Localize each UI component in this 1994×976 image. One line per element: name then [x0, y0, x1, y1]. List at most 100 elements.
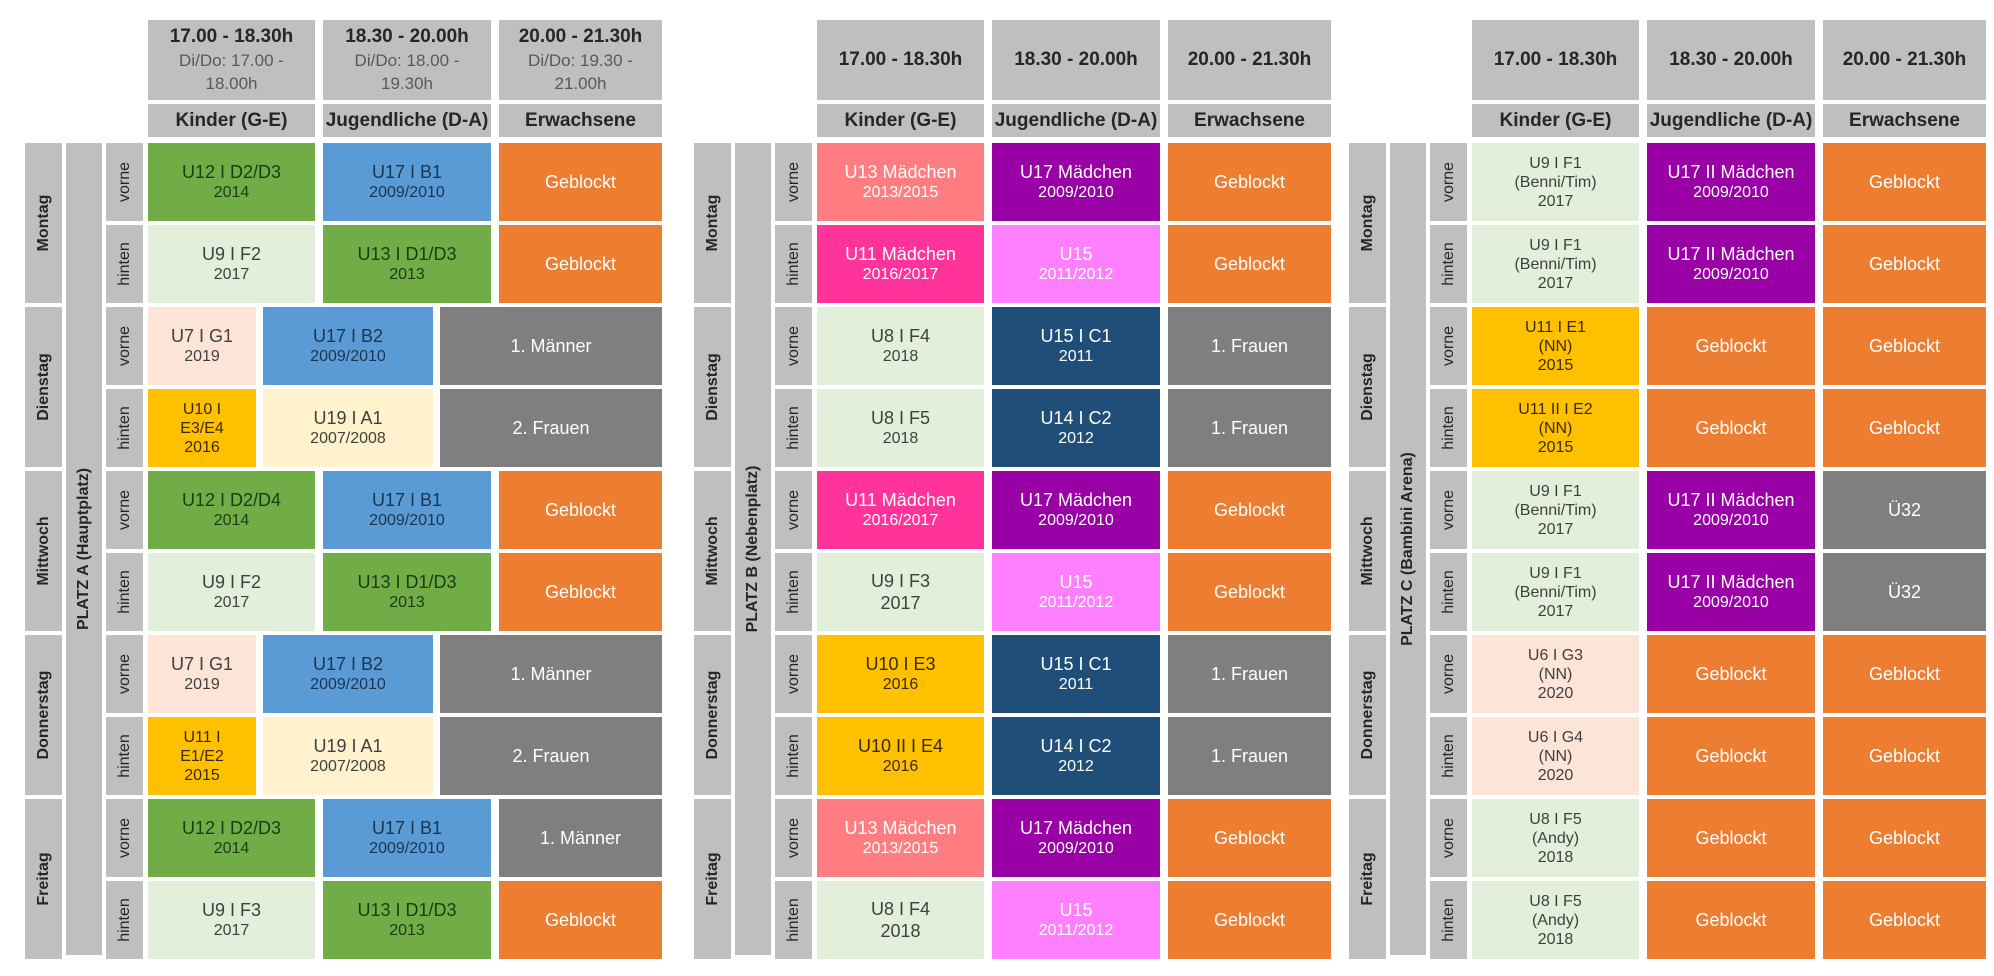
schedule-slot: U17 Mädchen 2009/2010: [992, 471, 1160, 549]
slot-line: U15: [1059, 900, 1093, 920]
schedule-slot: U14 I C2 2012: [992, 389, 1160, 467]
slot-line: Geblockt: [544, 582, 617, 602]
schedule-slot: U11 I E1 (NN) 2015: [1472, 307, 1639, 385]
schedule-slot: Geblockt: [1823, 717, 1986, 795]
category-header: Kinder (G-E): [148, 104, 315, 137]
schedule-slot: Geblockt: [1647, 881, 1815, 959]
position-name: hinten: [1439, 898, 1457, 942]
slot-line: Geblockt: [544, 172, 617, 192]
slot-line: Geblockt: [1868, 254, 1941, 274]
schedule-slot: U14 I C2 2012: [992, 717, 1160, 795]
position-label: hinten: [775, 389, 812, 467]
schedule-slot: U13 I D1/D3 2013: [323, 225, 491, 303]
position-label: hinten: [106, 881, 143, 959]
position-label: vorne: [1430, 471, 1467, 549]
schedule-slot: U17 II Mädchen 2009/2010: [1647, 553, 1815, 631]
position-name: hinten: [115, 242, 133, 286]
slot-line: (Benni/Tim): [1514, 173, 1597, 191]
schedule-slot: U8 I F4 2018: [817, 881, 984, 959]
time-header: 17.00 - 18.30h: [817, 20, 984, 100]
slot-line: U9 I F2: [201, 244, 262, 264]
time-header: 18.30 - 20.00h Di/Do: 18.00 - 19.30h: [323, 20, 491, 100]
day-label: Donnerstag: [25, 635, 62, 795]
slot-line: U8 I F4: [870, 326, 931, 346]
schedule-slot: Geblockt: [499, 225, 662, 303]
position-label: vorne: [1430, 635, 1467, 713]
slot-line: U17 I B2: [312, 654, 384, 674]
position-name: vorne: [115, 817, 133, 859]
slot-line: U17 I B2: [312, 326, 384, 346]
time-range: 18.30 - 20.00h: [1669, 49, 1793, 70]
schedule-slot: U12 I D2/D3 2014: [148, 143, 315, 221]
day-name: Montag: [34, 194, 52, 252]
schedule-slot: U9 I F3 2017: [817, 553, 984, 631]
schedule-slot: Geblockt: [1823, 881, 1986, 959]
schedule-slot: U12 I D2/D3 2014: [148, 799, 315, 877]
slot-line: U8 I F5: [1529, 810, 1582, 828]
schedule-slot: U17 I B2 2009/2010: [263, 635, 433, 713]
slot-line: 2013: [389, 594, 425, 611]
slot-line: U9 I F1: [1529, 236, 1582, 254]
slot-line: 2013/2015: [862, 840, 939, 857]
position-label: vorne: [775, 635, 812, 713]
position-name: hinten: [1439, 242, 1457, 286]
slot-line: U7 I G1: [170, 326, 234, 346]
day-label: Mittwoch: [25, 471, 62, 631]
field-name-bar: PLATZ C (Bambini Arena): [1390, 143, 1426, 955]
schedule-slot: Geblockt: [499, 881, 662, 959]
slot-line: 2014: [213, 512, 250, 529]
slot-line: Geblockt: [1695, 418, 1767, 438]
day-label: Freitag: [1349, 799, 1386, 959]
schedule-slot: U15 I C1 2011: [992, 635, 1160, 713]
time-range: 17.00 - 18.30h: [169, 26, 294, 47]
time-range: 20.00 - 21.30h: [1842, 49, 1967, 70]
slot-line: U17 II Mädchen: [1667, 244, 1795, 264]
schedule-slot: Ü32: [1823, 553, 1986, 631]
slot-line: (NN): [1538, 747, 1573, 765]
field-name: PLATZ B (Nebenplatz): [744, 465, 761, 633]
day-label: Dienstag: [694, 307, 731, 467]
time-range: 20.00 - 21.30h: [518, 26, 643, 47]
position-name: vorne: [1439, 817, 1457, 859]
time-header: 20.00 - 21.30h: [1168, 20, 1331, 100]
slot-line: U15 I C1: [1040, 654, 1112, 674]
time-range: 17.00 - 18.30h: [838, 49, 963, 70]
schedule-slot: Geblockt: [1823, 799, 1986, 877]
position-name: hinten: [1439, 570, 1457, 614]
day-label: Dienstag: [1349, 307, 1386, 467]
slot-line: U7 I G1: [170, 654, 234, 674]
slot-line: Geblockt: [1868, 910, 1941, 930]
slot-line: 2009/2010: [1038, 184, 1114, 201]
slot-line: Geblockt: [1213, 254, 1286, 274]
schedule-slot: Geblockt: [499, 143, 662, 221]
day-name: Freitag: [1358, 852, 1376, 906]
schedule-slot: U13 I D1/D3 2013: [323, 553, 491, 631]
slot-line: 2011: [1058, 676, 1094, 693]
slot-line: 1. Frauen: [1210, 664, 1289, 684]
position-label: vorne: [775, 799, 812, 877]
schedule-slot: Geblockt: [1168, 225, 1331, 303]
slot-line: U13 I D1/D3: [357, 244, 457, 264]
slot-line: U19 I A1: [313, 736, 383, 756]
slot-line: U8 I F4: [870, 899, 931, 919]
slot-line: 2012: [1058, 758, 1094, 775]
slot-line: (Andy): [1531, 911, 1580, 929]
slot-line: 2020: [1537, 684, 1574, 702]
slot-line: U13 I D1/D3: [357, 572, 457, 592]
slot-line: 2009/2010: [1038, 512, 1114, 529]
category-header: Kinder (G-E): [817, 104, 984, 137]
slot-line: 2017: [213, 922, 250, 939]
category-header: Erwachsene: [499, 104, 662, 137]
schedule-slot: U17 I B2 2009/2010: [263, 307, 433, 385]
position-label: vorne: [106, 799, 143, 877]
schedule-slot: Geblockt: [1647, 389, 1815, 467]
slot-line: 2017: [1537, 602, 1574, 620]
schedule-slot: 1. Männer: [440, 635, 662, 713]
schedule-slot: U10 I E3 2016: [817, 635, 984, 713]
day-name: Dienstag: [703, 353, 721, 421]
slot-line: U15: [1059, 572, 1093, 592]
slot-line: U12 I D2/D3: [181, 818, 282, 838]
schedule-slot: U11 Mädchen 2016/2017: [817, 471, 984, 549]
slot-line: U17 II Mädchen: [1667, 572, 1795, 592]
slot-line: 2009/2010: [369, 184, 445, 201]
